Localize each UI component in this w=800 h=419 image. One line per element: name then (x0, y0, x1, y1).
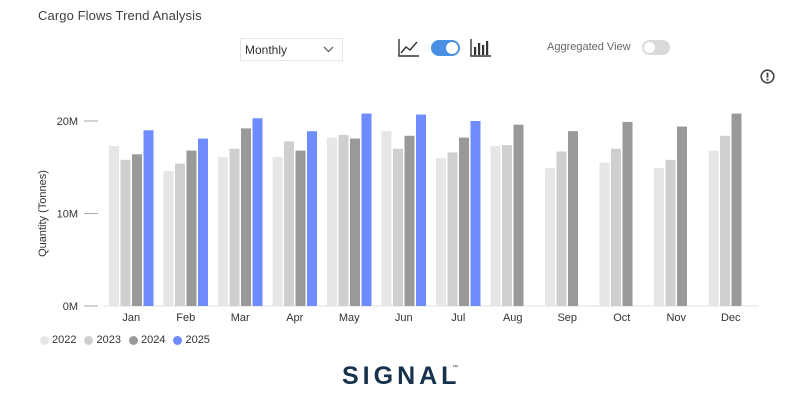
info-icon[interactable] (760, 69, 775, 84)
bar-2023-apr (284, 141, 294, 306)
bar-2024-dec (731, 113, 742, 306)
bar-2024-may (350, 138, 360, 306)
legend-label: 2025 (185, 334, 210, 346)
legend: 2022 2023 2024 2025 (40, 334, 210, 346)
x-tick-label: Jun (395, 312, 413, 324)
bar-2023-nov (665, 159, 676, 306)
bar-2025-may (361, 113, 372, 306)
aggregated-view-toggle[interactable] (642, 40, 670, 55)
bar-2025-jul (470, 121, 481, 306)
bar-2022-dec (708, 150, 719, 306)
bar-2023-sep (556, 151, 567, 306)
legend-item-2022[interactable]: 2022 (40, 334, 76, 346)
bar-2025-jan (143, 130, 154, 306)
legend-item-2024[interactable]: 2024 (128, 334, 166, 346)
bar-2023-mar (229, 148, 240, 306)
bar-2022-feb (163, 170, 174, 306)
toggle-knob (644, 42, 655, 53)
line-chart-icon[interactable] (398, 38, 420, 58)
bar-2023-dec (720, 135, 730, 306)
legend-dot (173, 335, 183, 345)
legend-item-2025[interactable]: 2025 (173, 334, 210, 346)
bar-2023-jul (447, 152, 458, 306)
y-tick-label: 10M (57, 209, 78, 221)
bar-2023-may (338, 134, 349, 306)
toggle-knob (446, 42, 458, 54)
x-tick-label: Jan (122, 312, 140, 324)
bar-2023-aug (502, 145, 512, 306)
x-tick-label: May (339, 312, 360, 324)
chart-type-toggle[interactable] (431, 40, 460, 56)
trademark-mark: ™ (452, 365, 458, 371)
chart-title: Cargo Flows Trend Analysis (38, 8, 202, 23)
x-tick-label: Oct (613, 312, 630, 324)
x-tick-label: Feb (176, 312, 195, 324)
bar-2025-mar (252, 118, 263, 306)
y-tick-label: 0M (63, 301, 78, 313)
bar-2025-jun (416, 114, 426, 307)
legend-item-2023[interactable]: 2023 (84, 334, 121, 346)
bar-2022-mar (218, 157, 228, 306)
chevron-down-icon (323, 46, 334, 53)
bar-2024-apr (295, 150, 306, 306)
x-tick-label: Aug (503, 312, 523, 324)
bar-chart-icon[interactable] (470, 38, 492, 58)
legend-dot (128, 335, 138, 345)
bar-2025-apr (307, 131, 317, 306)
bar-2025-feb (198, 138, 208, 306)
x-tick-label: Jul (451, 312, 465, 324)
x-tick-label: Sep (557, 312, 577, 324)
bar-chart: Quantity (Tonnes) 0M 10M 20M Jan Feb Mar Apr May… (37, 113, 758, 324)
bar-2024-nov (677, 126, 687, 306)
bar-2022-apr (272, 157, 283, 306)
chart-panel: Cargo Flows Trend Analysis Monthly Aggre… (37, 8, 775, 346)
bar-2022-aug (490, 145, 501, 306)
period-dropdown[interactable]: Monthly (240, 38, 343, 61)
x-tick-label: Apr (286, 312, 303, 324)
bar-2022-jul (436, 158, 446, 306)
bar-2022-nov (654, 168, 664, 306)
bar-2024-jan (132, 154, 142, 306)
bar-2024-aug (513, 124, 524, 306)
period-dropdown-value: Monthly (245, 42, 288, 57)
legend-label: 2024 (140, 334, 166, 346)
bar-2024-jun (404, 135, 415, 306)
x-tick-label: Mar (231, 312, 250, 324)
bar-2023-feb (175, 163, 185, 306)
bar-2022-oct (599, 162, 610, 306)
legend-label: 2023 (96, 334, 121, 346)
bar-2024-sep (568, 131, 578, 306)
bar-2023-jan (120, 159, 131, 306)
bar-2022-jun (381, 131, 392, 306)
bar-2023-jun (393, 148, 403, 306)
bar-2024-feb (186, 150, 197, 306)
y-tick-label: 20M (57, 116, 78, 128)
bar-2022-sep (545, 168, 555, 306)
x-tick-label: Nov (666, 312, 686, 324)
x-tick-label: Dec (721, 312, 741, 324)
aggregated-view-label: Aggregated View (547, 41, 631, 53)
signal-logo: SIGNAL (342, 362, 461, 390)
legend-label: 2022 (52, 334, 77, 346)
bar-2024-mar (241, 128, 251, 306)
bar-2022-may (327, 137, 337, 306)
legend-dot (40, 335, 49, 345)
bar-2023-oct (611, 148, 621, 306)
legend-dot (84, 335, 94, 345)
bar-2022-jan (109, 145, 119, 306)
bar-2024-oct (622, 121, 633, 306)
y-axis-label: Quantity (Tonnes) (37, 170, 49, 257)
bar-2024-jul (459, 137, 469, 306)
